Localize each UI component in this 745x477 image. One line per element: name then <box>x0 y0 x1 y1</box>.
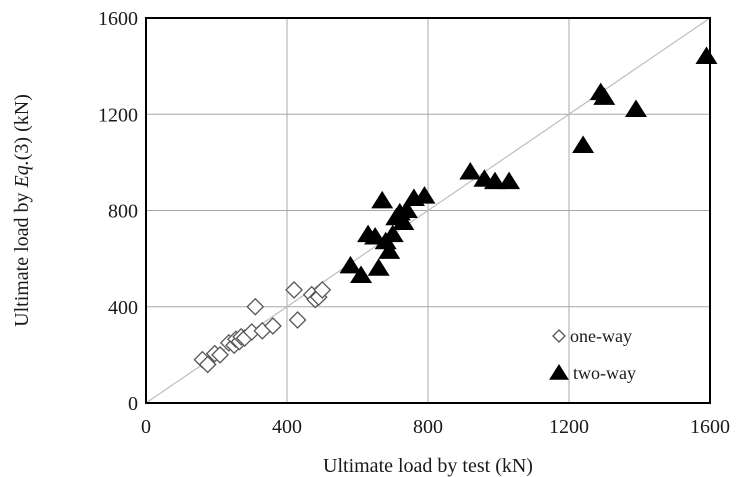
data-point-two-way <box>459 162 482 180</box>
y-tick-label: 0 <box>128 393 138 415</box>
y-axis-title-part-1: Ultimate load by <box>11 187 33 326</box>
x-axis-title: Ultimate load by test (kN) <box>323 455 533 477</box>
data-point-two-way <box>339 255 362 274</box>
data-point-two-way <box>483 171 506 190</box>
data-point-two-way <box>378 241 401 259</box>
data-point-two-way <box>624 99 647 117</box>
y-tick-label: 800 <box>108 201 138 223</box>
x-tick-label: 400 <box>272 416 302 438</box>
y-axis-title: Ultimate load by Eq.(3) (kN) <box>11 94 33 327</box>
x-tick-labels: 0 400 800 1200 1600 <box>141 416 730 438</box>
x-tick-label: 1600 <box>690 416 730 438</box>
y-tick-label: 1600 <box>98 8 138 30</box>
y-tick-label: 400 <box>108 297 138 319</box>
y-tick-labels: 0 400 800 1200 1600 <box>98 8 138 415</box>
data-point-one-way <box>246 297 265 316</box>
y-tick-label: 1200 <box>98 104 138 126</box>
x-tick-label: 0 <box>141 416 151 438</box>
x-tick-label: 1200 <box>549 416 589 438</box>
data-point-two-way <box>395 200 418 218</box>
data-point-two-way <box>413 186 436 204</box>
data-point-one-way <box>313 280 332 299</box>
data-point-two-way <box>498 171 521 190</box>
data-point-two-way <box>695 46 718 64</box>
y-axis-title-part-2: Eq. <box>11 160 33 188</box>
plot-frame <box>145 17 711 404</box>
data-point-two-way <box>367 258 390 276</box>
data-point-two-way <box>381 224 404 243</box>
data-point-two-way <box>350 265 373 283</box>
legend-label-one-way: one-way <box>570 326 632 346</box>
data-point-one-way <box>198 355 217 374</box>
data-point-one-way <box>288 311 307 329</box>
x-tick-label: 800 <box>413 416 443 438</box>
data-point-two-way <box>371 190 394 209</box>
data-point-one-way <box>211 345 229 364</box>
data-point-two-way <box>593 87 616 105</box>
y-axis-title-part-3: (3) (kN) <box>11 94 33 160</box>
legend: one-way two-way <box>549 326 636 383</box>
series-two-way <box>339 46 718 283</box>
data-point-two-way <box>392 212 415 231</box>
legend-marker-two-way <box>549 364 569 380</box>
legend-label-two-way: two-way <box>573 363 636 383</box>
data-point-one-way <box>263 317 282 335</box>
series-one-way <box>193 280 332 374</box>
data-point-two-way <box>572 135 595 154</box>
data-point-one-way <box>285 280 303 299</box>
legend-marker-one-way <box>552 329 566 343</box>
